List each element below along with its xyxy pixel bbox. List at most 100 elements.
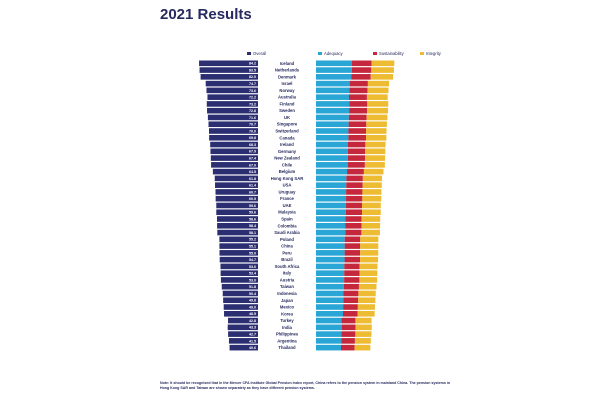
bar-value-label: 83.5 xyxy=(249,68,256,72)
bar-value-label: 64.5 xyxy=(249,170,256,174)
bar-overall xyxy=(228,331,258,337)
bar-adequacy xyxy=(316,101,350,107)
bar-integrity xyxy=(355,331,372,337)
bar-value-label: 71.6 xyxy=(249,116,256,120)
bar-sustainability xyxy=(348,134,366,141)
bar-sustainability xyxy=(348,128,367,134)
bar-sustainability xyxy=(344,256,361,263)
country-label: Indonesia xyxy=(277,291,297,296)
bar-integrity xyxy=(362,189,382,195)
bar-integrity xyxy=(355,324,372,331)
bar-value-label: 59.6 xyxy=(249,204,256,208)
country-label: Turkey xyxy=(280,318,294,323)
bar-adequacy xyxy=(316,162,348,168)
country-label: Ireland xyxy=(280,142,294,147)
bar-adequacy xyxy=(316,222,346,229)
bar-value-label: 41.5 xyxy=(249,339,256,343)
bar-value-label: 73.2 xyxy=(249,102,256,106)
bar-adequacy xyxy=(316,256,345,263)
bar-sustainability xyxy=(343,304,358,310)
bar-integrity xyxy=(359,270,378,276)
legend-label-sustainability: Sustainability xyxy=(379,51,405,56)
bar-sustainability xyxy=(344,277,360,283)
bar-integrity xyxy=(364,162,385,168)
bar-integrity xyxy=(367,107,389,114)
bar-sustainability xyxy=(347,148,366,155)
bar-adequacy xyxy=(316,310,343,317)
legend-swatch-adequacy xyxy=(318,52,322,55)
bar-overall xyxy=(207,107,258,114)
bar-overall xyxy=(208,121,258,128)
country-label: USA xyxy=(283,183,292,188)
bar-adequacy xyxy=(316,134,349,141)
bar-sustainability xyxy=(346,182,363,188)
bar-integrity xyxy=(361,222,381,229)
country-label: New Zealand xyxy=(274,156,300,161)
bar-sustainability xyxy=(341,324,356,331)
bar-sustainability xyxy=(348,114,367,121)
bar-adequacy xyxy=(316,331,342,337)
bar-overall xyxy=(211,162,258,168)
bar-sustainability xyxy=(349,101,368,107)
country-label: Austria xyxy=(280,277,295,282)
bar-adequacy xyxy=(316,94,349,100)
country-label: Thailand xyxy=(278,345,296,350)
bar-overall xyxy=(220,270,258,276)
bar-value-label: 67.4 xyxy=(249,156,256,160)
bar-sustainability xyxy=(347,162,365,168)
bar-integrity xyxy=(366,114,388,121)
bar-sustainability xyxy=(342,310,358,317)
bar-sustainability xyxy=(347,155,366,161)
bar-value-label: 51.8 xyxy=(249,285,256,289)
bar-value-label: 60.5 xyxy=(249,197,256,201)
bar-adequacy xyxy=(316,195,347,202)
bar-overall xyxy=(212,168,258,175)
bar-value-label: 84.2 xyxy=(249,62,256,66)
bar-sustainability xyxy=(348,94,367,100)
bar-adequacy xyxy=(316,121,349,128)
bar-integrity xyxy=(371,60,395,67)
bar-adequacy xyxy=(316,168,348,175)
bar-integrity xyxy=(367,87,389,94)
bar-integrity xyxy=(360,243,379,249)
bar-sustainability xyxy=(341,331,356,337)
bar-adequacy xyxy=(316,263,345,270)
country-label: Brazil xyxy=(281,257,292,262)
bar-integrity xyxy=(362,182,382,188)
bar-overall xyxy=(220,263,258,270)
bar-overall xyxy=(207,114,258,121)
country-label: Belgium xyxy=(279,169,296,174)
country-label: Uruguay xyxy=(279,189,297,194)
bar-adequacy xyxy=(316,236,345,243)
bar-sustainability xyxy=(345,209,362,216)
country-label: Italy xyxy=(283,271,292,276)
bar-adequacy xyxy=(316,344,341,351)
bar-value-label: 53.6 xyxy=(249,265,256,269)
country-label: Singapore xyxy=(277,122,298,127)
legend-label-overall: Overall xyxy=(253,51,266,56)
bar-value-label: 60.7 xyxy=(249,190,256,194)
bar-sustainability xyxy=(343,297,359,304)
bar-value-label: 48.5 xyxy=(249,312,256,316)
bar-overall xyxy=(210,148,258,155)
bar-value-label: 72.8 xyxy=(249,109,256,113)
bar-adequacy xyxy=(316,338,342,344)
country-label: Taiwan xyxy=(280,284,294,289)
bar-sustainability xyxy=(344,270,360,276)
country-label: Germany xyxy=(278,149,297,154)
bar-value-label: 70.7 xyxy=(249,123,256,127)
bar-sustainability xyxy=(346,175,363,182)
country-label: Mexico xyxy=(280,305,295,310)
bar-overall xyxy=(222,290,258,297)
bar-adequacy xyxy=(316,175,347,182)
bar-value-label: 58.6 xyxy=(249,217,256,221)
bar-overall xyxy=(224,310,258,317)
bar-adequacy xyxy=(316,229,346,236)
bar-overall xyxy=(215,195,258,202)
bar-integrity xyxy=(357,304,375,310)
bar-adequacy xyxy=(316,74,352,80)
bar-integrity xyxy=(355,317,372,324)
country-label: Japan xyxy=(281,298,294,303)
bar-adequacy xyxy=(316,290,344,297)
bar-adequacy xyxy=(316,87,350,94)
